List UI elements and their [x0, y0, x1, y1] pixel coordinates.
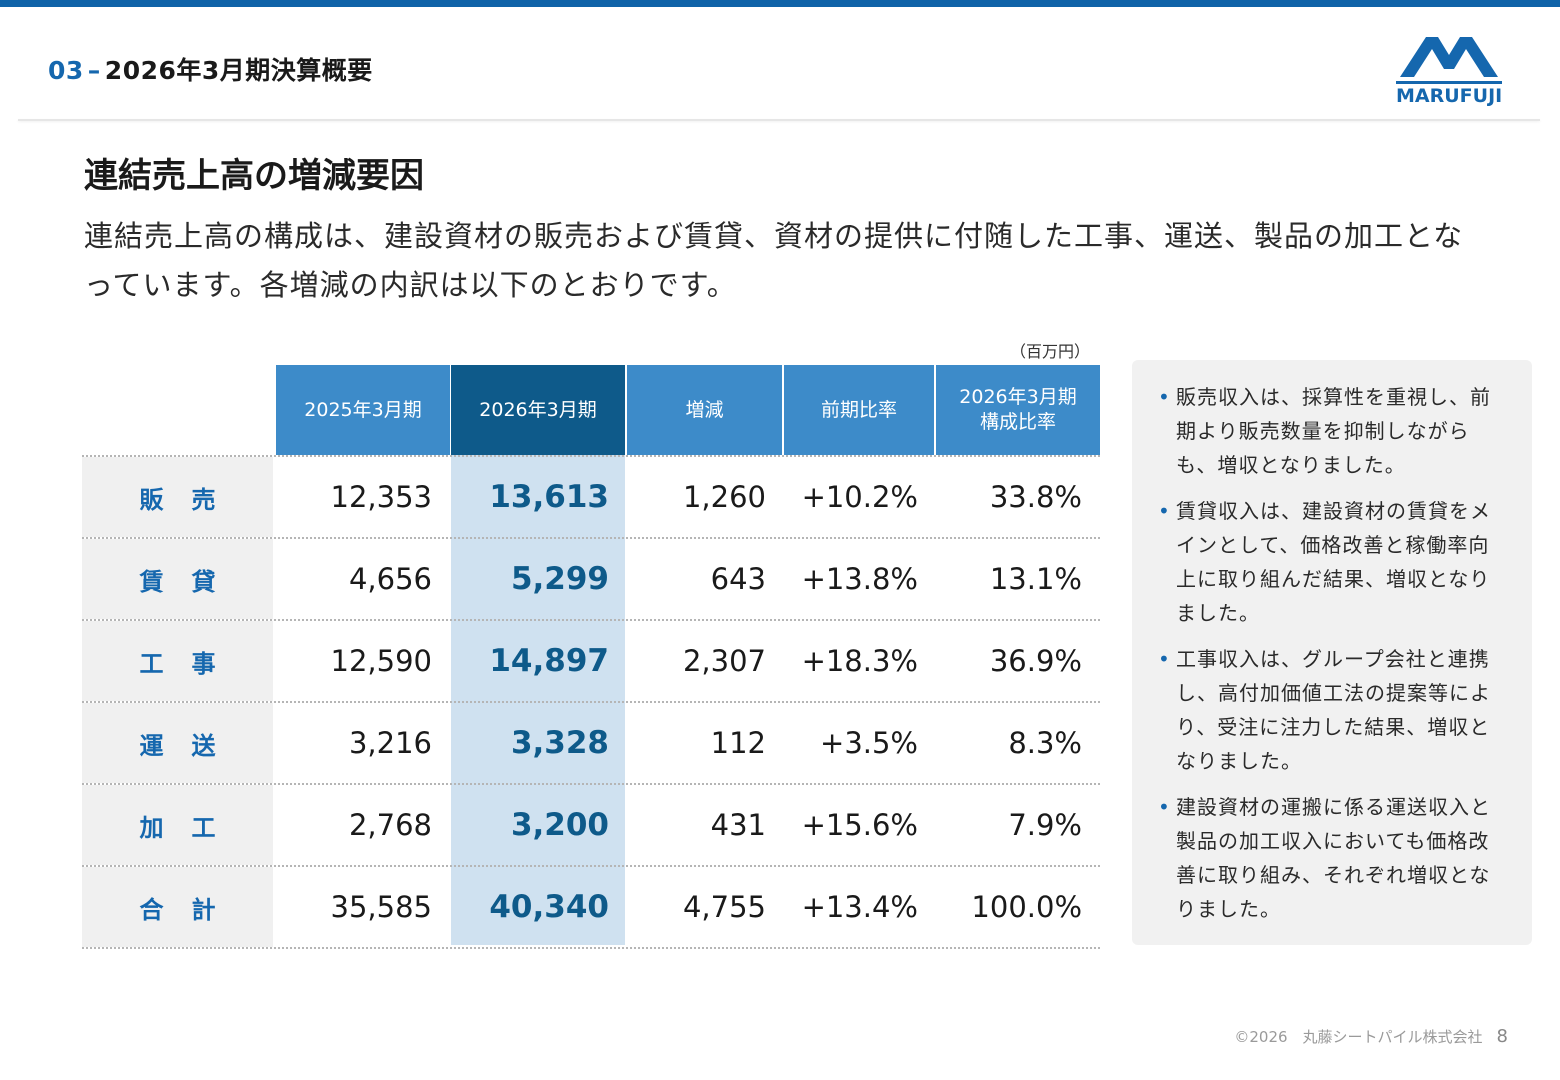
section-label: 03–2026年3月期決算概要	[48, 51, 373, 87]
column-header-diff: 増減	[627, 365, 782, 455]
table-row: 賃貸 4,656 5,299 643 +13.8% 13.1%	[82, 539, 1100, 621]
cell-share: 36.9%	[989, 644, 1082, 678]
section-title: 2026年3月期決算概要	[104, 56, 373, 85]
cell-cur: 3,328	[510, 725, 609, 761]
note-text: 工事収入は、グループ会社と連携し、高付加価値工法の提案等により、受注に注力した結…	[1176, 647, 1491, 773]
cell-diff: 643	[710, 562, 766, 596]
note-item: • 建設資材の運搬に係る運送収入と製品の加工収入においても価格改善に取り組み、それ…	[1158, 790, 1506, 926]
notes-panel: • 販売収入は、採算性を重視し、前期より販売数量を抑制しながらも、増収となりました…	[1132, 360, 1532, 945]
cell-prev: 35,585	[330, 890, 432, 924]
cell-share: 100.0%	[971, 890, 1082, 924]
lead-paragraph: 連結売上高の構成は、建設資材の販売および賃貸、資材の提供に付随した工事、運送、製…	[84, 219, 1464, 302]
slide-header: 03–2026年3月期決算概要 MARUFUJI	[0, 7, 1560, 120]
note-item: • 販売収入は、採算性を重視し、前期より販売数量を抑制しながらも、増収となりました…	[1158, 380, 1506, 482]
bullet-icon: •	[1158, 795, 1171, 819]
header-dotted-rule	[82, 455, 1100, 457]
row-label: 運送	[82, 703, 273, 783]
cell-prev: 12,353	[330, 480, 432, 514]
note-text: 建設資材の運搬に係る運送収入と製品の加工収入においても価格改善に取り組み、それぞ…	[1176, 795, 1491, 921]
top-accent-bar	[0, 0, 1560, 7]
note-text: 販売収入は、採算性を重視し、前期より販売数量を抑制しながらも、増収となりました。	[1176, 385, 1491, 477]
cell-ratio: +13.4%	[801, 890, 918, 924]
column-header-current: 2026年3月期	[451, 365, 625, 455]
table-row: 工事 12,590 14,897 2,307 +18.3% 36.9%	[82, 621, 1100, 703]
section-number: 03	[48, 56, 84, 85]
table-row: 合計 35,585 40,340 4,755 +13.4% 100.0%	[82, 867, 1100, 949]
section-dash: –	[87, 56, 101, 85]
unit-label: （百万円）	[1009, 342, 1090, 361]
cell-ratio: +15.6%	[801, 808, 918, 842]
table-row: 運送 3,216 3,328 112 +3.5% 8.3%	[82, 703, 1100, 785]
cell-cur: 14,897	[489, 643, 609, 679]
cell-cur: 5,299	[510, 561, 609, 597]
row-label: 賃貸	[82, 539, 273, 619]
cell-diff: 112	[710, 726, 766, 760]
note-item: • 賃貸収入は、建設資材の賃貸をメインとして、価格改善と稼働率向上に取り組んだ結果…	[1158, 494, 1506, 630]
row-label: 工事	[82, 621, 273, 701]
bullet-icon: •	[1158, 647, 1171, 671]
cell-share: 13.1%	[989, 562, 1082, 596]
cell-cur: 40,340	[489, 889, 609, 925]
cell-prev: 3,216	[348, 726, 432, 760]
cell-cur: 3,200	[510, 807, 609, 843]
logo-text: MARUFUJI	[1396, 85, 1503, 107]
cell-diff: 431	[710, 808, 766, 842]
cell-prev: 2,768	[348, 808, 432, 842]
row-label: 合計	[82, 867, 273, 947]
cell-diff: 1,260	[682, 480, 766, 514]
cell-ratio: +3.5%	[820, 726, 918, 760]
bullet-icon: •	[1158, 499, 1171, 523]
column-header-prev: 2025年3月期	[276, 365, 450, 455]
cell-share: 7.9%	[1008, 808, 1082, 842]
cell-ratio: +10.2%	[801, 480, 918, 514]
column-header-ratio: 前期比率	[784, 365, 934, 455]
cell-share: 33.8%	[989, 480, 1082, 514]
page-title: 連結売上高の増減要因	[84, 156, 424, 196]
table-row: 販売 12,353 13,613 1,260 +10.2% 33.8%	[82, 457, 1100, 539]
note-item: • 工事収入は、グループ会社と連携し、高付加価値工法の提案等により、受注に注力した…	[1158, 642, 1506, 778]
marufuji-logo: MARUFUJI	[1396, 33, 1502, 111]
cell-diff: 4,755	[682, 890, 766, 924]
current-year-highlight	[451, 455, 625, 945]
cell-prev: 12,590	[330, 644, 432, 678]
cell-diff: 2,307	[682, 644, 766, 678]
bullet-icon: •	[1158, 385, 1171, 409]
header-divider	[18, 119, 1540, 121]
cell-cur: 13,613	[489, 479, 609, 515]
logo-mountain-icon	[1396, 37, 1502, 84]
row-label: 販売	[82, 457, 273, 537]
cell-ratio: +18.3%	[801, 644, 918, 678]
table-row: 加工 2,768 3,200 431 +15.6% 7.9%	[82, 785, 1100, 867]
copyright: ©2026 丸藤シートパイル株式会社	[1234, 1028, 1483, 1046]
footer: ©2026 丸藤シートパイル株式会社 8	[1100, 1026, 1508, 1047]
table-header-row: 2025年3月期 2026年3月期 増減 前期比率 2026年3月期 構成比率	[82, 365, 1100, 455]
column-header-share: 2026年3月期 構成比率	[936, 365, 1100, 455]
cell-share: 8.3%	[1008, 726, 1082, 760]
cell-ratio: +13.8%	[801, 562, 918, 596]
note-text: 賃貸収入は、建設資材の賃貸をメインとして、価格改善と稼働率向上に取り組んだ結果、…	[1176, 499, 1491, 625]
page-number: 8	[1496, 1026, 1508, 1047]
row-label: 加工	[82, 785, 273, 865]
cell-prev: 4,656	[348, 562, 432, 596]
